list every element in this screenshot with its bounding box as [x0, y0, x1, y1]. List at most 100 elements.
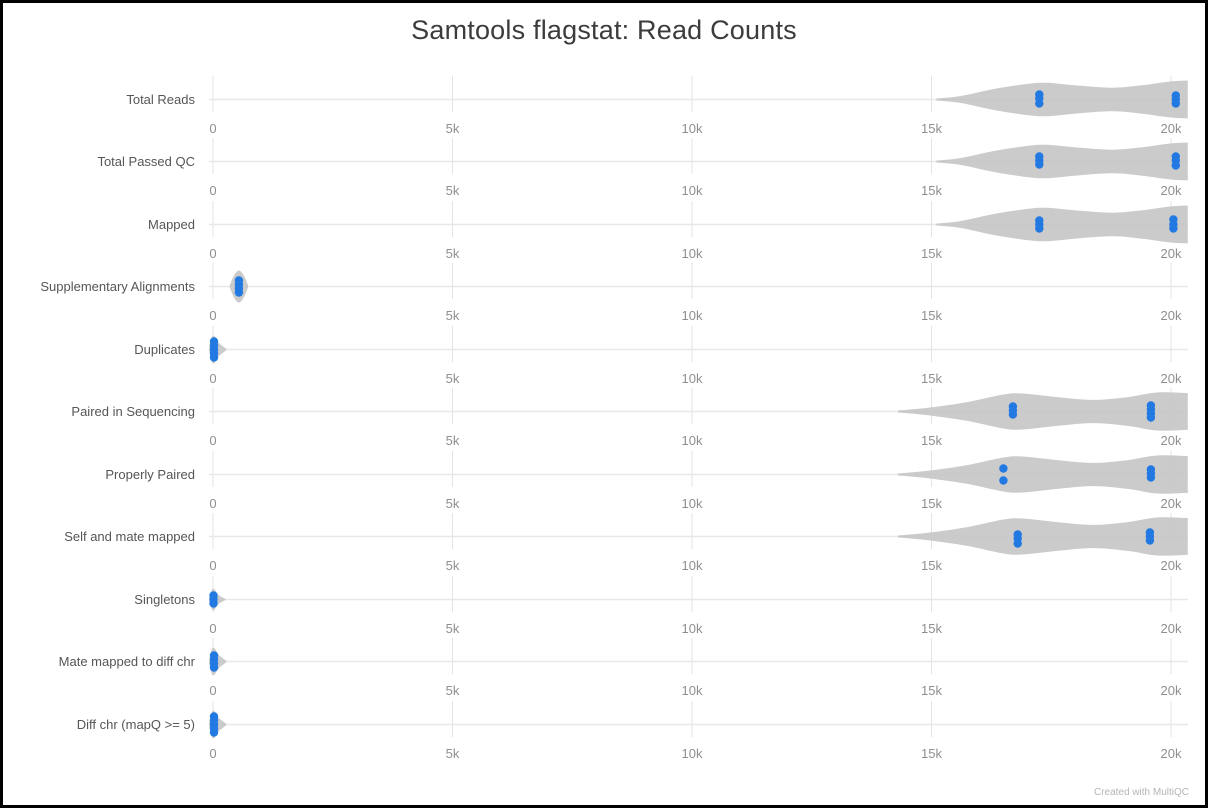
tick-label: 15k — [921, 558, 942, 573]
row-label: Properly Paired — [105, 466, 195, 482]
tick-label: 0 — [209, 308, 216, 323]
tick-label: 15k — [921, 371, 942, 386]
tick-label: 5k — [446, 746, 460, 761]
row-label: Mapped — [148, 216, 195, 232]
tick-label: 10k — [682, 683, 703, 698]
data-point[interactable] — [209, 352, 219, 362]
violin-row: 0 5k 10k 15k 20k Total Reads — [3, 68, 1208, 136]
row-plot[interactable]: 0 5k 10k 15k 20k — [3, 68, 1208, 136]
data-point[interactable] — [1146, 413, 1156, 422]
violin-row: 0 5k 10k 15k 20k Supplementary Alignments — [3, 255, 1208, 323]
row-label: Duplicates — [134, 341, 195, 357]
tick-label: 10k — [682, 496, 703, 511]
tick-label: 0 — [209, 433, 216, 448]
row-label: Total Passed QC — [97, 154, 195, 169]
tick-label: 0 — [209, 121, 216, 136]
violin-row: 0 5k 10k 15k 20k Singletons — [3, 568, 1208, 636]
tick-label: 10k — [682, 121, 703, 136]
tick-label: 5k — [446, 371, 460, 386]
violin-plot-area: 0 5k 10k 15k 20k Total Reads 0 5k 10k 15k 20k Total… — [3, 3, 1208, 805]
tick-label: 0 — [209, 558, 216, 573]
data-point[interactable] — [1171, 98, 1181, 108]
tick-label: 15k — [921, 621, 942, 636]
tick-label: 20k — [1161, 121, 1182, 136]
data-point[interactable] — [1035, 223, 1044, 233]
data-point[interactable] — [1008, 410, 1018, 419]
tick-label: 20k — [1161, 371, 1182, 386]
violin-row: 0 5k 10k 15k 20k Properly Paired — [3, 443, 1208, 511]
row-label: Paired in Sequencing — [71, 404, 195, 419]
tick-label: 15k — [921, 683, 942, 698]
violin-shape — [898, 517, 1188, 556]
tick-label: 10k — [682, 183, 703, 198]
row-label: Singletons — [134, 591, 195, 607]
row-plot[interactable]: 0 5k 10k 15k 20k — [3, 255, 1208, 323]
row-label: Self and mate mapped — [64, 529, 195, 544]
tick-label: 10k — [682, 621, 703, 636]
tick-label: 5k — [446, 246, 460, 261]
violin-shape — [936, 80, 1188, 118]
row-plot[interactable]: 0 5k 10k 15k 20k — [3, 630, 1208, 698]
tick-label: 15k — [921, 308, 942, 323]
data-point[interactable] — [1035, 160, 1044, 169]
tick-label: 0 — [209, 246, 216, 261]
tick-label: 10k — [682, 308, 703, 323]
violin-shape — [898, 392, 1188, 431]
row-plot[interactable]: 0 5k 10k 15k 20k — [3, 130, 1208, 198]
row-plot[interactable]: 0 5k 10k 15k 20k — [3, 380, 1208, 448]
tick-label: 5k — [446, 683, 460, 698]
tick-label: 5k — [446, 433, 460, 448]
tick-label: 5k — [446, 183, 460, 198]
tick-label: 15k — [921, 121, 942, 136]
tick-label: 10k — [682, 433, 703, 448]
tick-label: 20k — [1161, 496, 1182, 511]
tick-label: 20k — [1161, 621, 1182, 636]
tick-label: 20k — [1161, 246, 1182, 261]
tick-label: 0 — [209, 683, 216, 698]
tick-label: 20k — [1161, 558, 1182, 573]
plot-title: Samtools flagstat: Read Counts — [411, 15, 797, 45]
tick-label: 15k — [921, 246, 942, 261]
tick-label: 15k — [921, 183, 942, 198]
violin-row: 0 5k 10k 15k 20k Duplicates — [3, 318, 1208, 386]
data-point[interactable] — [1035, 98, 1044, 108]
data-point[interactable] — [1169, 223, 1178, 233]
data-point[interactable] — [209, 663, 219, 672]
row-plot[interactable]: 0 5k 10k 15k 20k — [3, 693, 1208, 761]
row-plot[interactable]: 0 5k 10k 15k 20k — [3, 318, 1208, 386]
tick-label: 0 — [209, 371, 216, 386]
data-point[interactable] — [209, 727, 219, 737]
data-point[interactable] — [209, 598, 218, 608]
data-point[interactable] — [1013, 539, 1022, 548]
tick-label: 15k — [921, 433, 942, 448]
row-plot[interactable]: 0 5k 10k 15k 20k — [3, 505, 1208, 573]
tick-label: 10k — [682, 371, 703, 386]
row-label: Mate mapped to diff chr — [58, 654, 195, 669]
tick-label: 0 — [209, 183, 216, 198]
data-point[interactable] — [234, 288, 244, 297]
row-plot[interactable]: 0 5k 10k 15k 20k — [3, 193, 1208, 261]
data-point[interactable] — [999, 475, 1008, 485]
tick-label: 10k — [682, 746, 703, 761]
data-point[interactable] — [999, 463, 1008, 473]
tick-label: 20k — [1161, 183, 1182, 198]
data-point[interactable] — [1171, 161, 1181, 170]
row-plot[interactable]: 0 5k 10k 15k 20k — [3, 443, 1208, 511]
tick-label: 5k — [446, 308, 460, 323]
tick-label: 5k — [446, 496, 460, 511]
violin-shape — [936, 142, 1188, 181]
data-point[interactable] — [1145, 536, 1155, 545]
tick-label: 10k — [682, 558, 703, 573]
violin-row: 0 5k 10k 15k 20k Self and mate mapped — [3, 505, 1208, 573]
tick-label: 20k — [1161, 746, 1182, 761]
tick-label: 10k — [682, 246, 703, 261]
violin-row: 0 5k 10k 15k 20k Mate mapped to diff chr — [3, 630, 1208, 698]
row-plot[interactable]: 0 5k 10k 15k 20k — [3, 568, 1208, 636]
data-point[interactable] — [1146, 472, 1156, 482]
tick-label: 5k — [446, 558, 460, 573]
tick-label: 15k — [921, 496, 942, 511]
tick-label: 5k — [446, 621, 460, 636]
violin-shape — [898, 454, 1188, 494]
violin-shape — [936, 205, 1188, 243]
